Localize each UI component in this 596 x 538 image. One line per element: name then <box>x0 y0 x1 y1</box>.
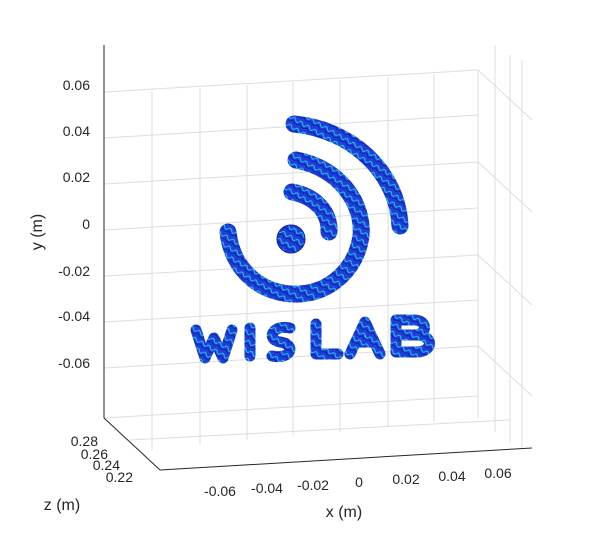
z-tick-label: 0.24 <box>93 457 120 473</box>
z-tick-label: 0.26 <box>81 446 108 462</box>
wislab-lettering <box>190 314 435 364</box>
x-tick-label: 0 <box>355 474 363 490</box>
y-tick-label: 0.06 <box>63 77 90 93</box>
grid-lines <box>103 45 533 450</box>
grid-y--0.04 <box>103 299 479 323</box>
x-tick-label: -0.04 <box>251 480 283 496</box>
y-axis-title: y (m) <box>29 214 46 250</box>
x-tick-label: 0.06 <box>484 465 511 481</box>
letter-b <box>390 314 435 358</box>
x-tick-label: -0.02 <box>297 477 329 493</box>
z-axis-line <box>103 417 161 471</box>
y-tick-label: -0.02 <box>58 263 90 279</box>
x-axis-line <box>159 447 533 471</box>
letter-l <box>310 318 344 360</box>
grid-side-1 <box>477 69 533 121</box>
letter-a <box>344 316 386 360</box>
z-tick-labels: 0.28 0.26 0.24 0.22 <box>71 433 133 485</box>
grid-side-4 <box>477 345 533 397</box>
y-tick-label: 0.02 <box>63 169 90 185</box>
grid-floor-2 <box>129 419 511 441</box>
grid-y-0.06 <box>103 69 479 93</box>
grid-y-0 <box>103 207 479 231</box>
y-tick-label: 0 <box>82 216 90 232</box>
y-tick-labels: 0.06 0.04 0.02 0 -0.02 -0.04 -0.06 <box>58 77 90 371</box>
letter-s <box>266 321 296 363</box>
logo-arc-middle <box>219 151 370 303</box>
x-tick-label: -0.06 <box>204 483 236 499</box>
x-tick-label: 0.04 <box>438 468 465 484</box>
y-tick-label: -0.06 <box>58 355 90 371</box>
grid-floor-1 <box>103 395 479 419</box>
grid-side-3 <box>477 254 533 306</box>
grid-side-2 <box>477 161 533 213</box>
x-axis-title: x (m) <box>326 504 362 521</box>
z-axis-title: z (m) <box>44 497 80 514</box>
x-tick-label: 0.02 <box>392 471 419 487</box>
wislab-surface <box>219 115 409 303</box>
x-tick-labels: -0.06 -0.04 -0.02 0 0.02 0.04 0.06 <box>204 465 512 499</box>
logo-arc-small <box>283 183 338 241</box>
grid-y--0.02 <box>103 254 479 277</box>
logo-dot <box>276 224 306 254</box>
z-tick-label: 0.22 <box>106 469 133 485</box>
logo-arc-large <box>285 115 409 235</box>
y-tick-label: -0.04 <box>58 308 90 324</box>
letter-w <box>190 324 238 364</box>
z-tick-label: 0.28 <box>71 433 98 449</box>
grid-y-0.02 <box>103 161 479 185</box>
y-tick-label: 0.04 <box>63 123 90 139</box>
